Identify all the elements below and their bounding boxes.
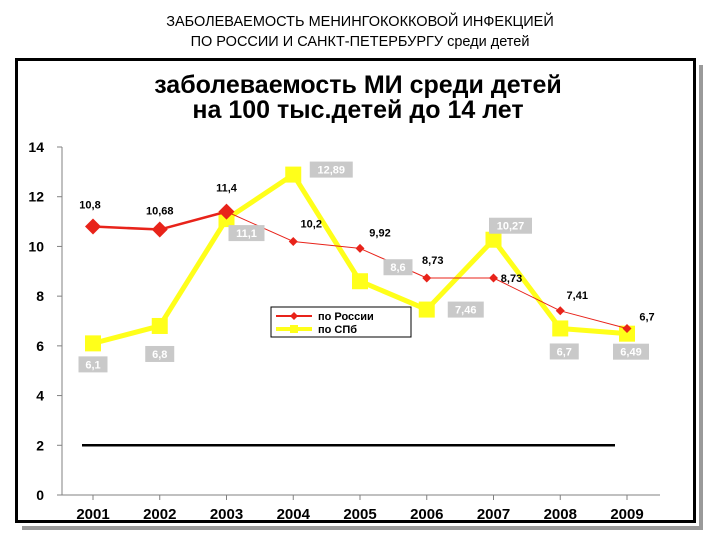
chart-title-line-1: заболеваемость МИ среди детей (154, 71, 562, 99)
chart-frame-shadow (22, 65, 703, 530)
russia-data-label: 10,68 (146, 206, 174, 218)
russia-data-label: 10,8 (79, 200, 100, 212)
spb-data-label: 7,46 (455, 305, 476, 317)
legend-swatch-russia-marker (290, 312, 298, 320)
series-segment-russia (559, 310, 628, 329)
series-segment-russia (91, 225, 161, 231)
x-tick-label: 2009 (610, 506, 643, 523)
spb-data-label: 6,8 (152, 349, 167, 361)
spb-data-label-box (613, 343, 649, 360)
russia-data-label: 6,7 (639, 311, 654, 323)
series-segment-russia (158, 210, 228, 231)
y-tick-label: 10 (28, 238, 44, 254)
spb-data-label-box (309, 161, 353, 178)
russia-marker (489, 273, 498, 283)
spb-marker (285, 166, 302, 183)
y-tick-label: 8 (36, 288, 44, 304)
spb-marker (85, 335, 101, 352)
spb-data-label: 10,27 (497, 221, 525, 233)
spb-data-label-box (228, 225, 265, 242)
russia-marker (218, 203, 235, 220)
russia-marker (622, 323, 632, 333)
russia-data-label: 8,73 (501, 273, 522, 285)
x-tick-label: 2003 (210, 506, 243, 523)
spb-marker (485, 231, 502, 248)
x-tick-label: 2008 (544, 506, 577, 523)
russia-data-label: 11,4 (216, 183, 238, 195)
legend-label-russia: по России (318, 311, 374, 323)
spb-data-label: 6,49 (620, 347, 641, 359)
russia-marker (555, 306, 565, 316)
y-tick-label: 14 (28, 139, 44, 155)
page-title-line-1: ЗАБОЛЕВАЕМОСТЬ МЕНИНГОКОККОВОЙ ИНФЕКЦИЕЙ (166, 14, 554, 30)
spb-data-label: 11,1 (236, 228, 257, 240)
page-title-line-2: ПО РОССИИ И САНКТ-ПЕТЕРБУРГУ среди детей (190, 34, 530, 50)
russia-data-label: 10,2 (301, 218, 322, 230)
russia-data-label: 8,73 (422, 255, 443, 267)
russia-marker (288, 236, 298, 246)
x-tick-label: 2006 (410, 506, 443, 523)
russia-marker (422, 273, 432, 283)
spb-data-label-box (78, 356, 108, 373)
spb-data-label-box (549, 343, 579, 360)
chart-title-line-2: на 100 тыс.детей до 14 лет (192, 96, 523, 124)
y-tick-label: 0 (36, 487, 44, 503)
y-tick-label: 6 (36, 338, 44, 354)
chart-series (85, 166, 635, 352)
y-tick-label: 12 (28, 189, 44, 205)
spb-data-label: 6,1 (85, 359, 100, 371)
series-segment-russia (292, 240, 361, 249)
russia-marker (151, 221, 168, 238)
y-tick-label: 4 (36, 388, 44, 404)
chart-frame (15, 58, 696, 523)
spb-data-label: 12,89 (317, 165, 345, 177)
spb-data-label-box (489, 217, 532, 234)
legend-label-spb: по СПб (318, 324, 357, 336)
russia-data-label: 7,41 (567, 290, 588, 302)
legend-box (270, 306, 412, 338)
russia-marker (355, 243, 365, 253)
series-segment-russia (493, 277, 561, 312)
spb-marker (418, 301, 435, 318)
spb-marker (552, 320, 569, 337)
page-title: ЗАБОЛЕВАЕМОСТЬ МЕНИНГОКОККОВОЙ ИНФЕКЦИЕЙ… (0, 12, 720, 52)
x-tick-label: 2004 (277, 506, 311, 523)
x-tick-label: 2002 (143, 506, 176, 523)
spb-data-label-box (447, 301, 484, 318)
spb-data-label: 8,6 (390, 262, 405, 274)
spb-data-label: 6,7 (557, 346, 572, 358)
spb-data-label-box (145, 345, 175, 362)
spb-marker (151, 317, 168, 334)
y-tick-label: 2 (36, 437, 44, 453)
x-tick-label: 2007 (477, 506, 510, 523)
chart-axes: 0 2 4 6 8 10 12 14 2001 2002 2003 2004 2005 2006 2007 2… (28, 139, 660, 523)
chart-data-labels: 10,8 10,68 11,4 10,2 9,92 8,73 8,73 7,41 6,7 6,1 6… (78, 161, 655, 373)
spb-marker (352, 273, 368, 290)
legend-swatch-spb-marker (290, 325, 298, 333)
russia-data-label: 9,92 (369, 227, 390, 239)
russia-marker (85, 218, 101, 235)
spb-data-label-box (383, 259, 413, 276)
x-tick-label: 2001 (76, 506, 109, 523)
x-tick-label: 2005 (343, 506, 376, 523)
spb-marker (619, 325, 635, 342)
